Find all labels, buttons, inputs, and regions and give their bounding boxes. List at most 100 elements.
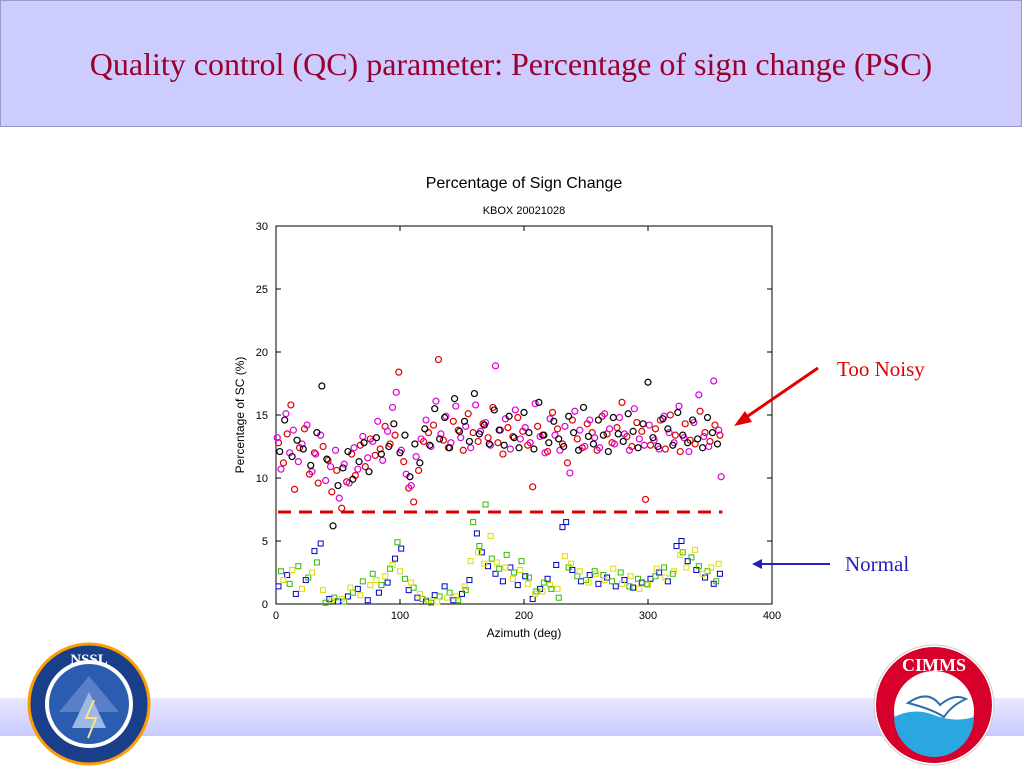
data-point bbox=[695, 391, 703, 399]
data-point bbox=[476, 543, 483, 550]
data-point bbox=[432, 397, 440, 405]
data-point bbox=[382, 573, 389, 580]
data-point bbox=[576, 568, 583, 575]
data-point bbox=[480, 421, 488, 429]
data-point bbox=[277, 465, 285, 473]
data-point bbox=[365, 468, 373, 476]
data-point bbox=[563, 519, 570, 526]
data-point bbox=[398, 545, 405, 552]
data-point bbox=[550, 417, 558, 425]
data-point bbox=[276, 447, 284, 456]
data-point bbox=[635, 435, 643, 443]
data-point bbox=[340, 460, 348, 468]
data-point bbox=[401, 431, 409, 439]
data-point bbox=[500, 441, 508, 449]
data-point bbox=[494, 439, 502, 447]
nssl-lettering: NSSL bbox=[70, 652, 108, 668]
data-point bbox=[710, 377, 718, 385]
data-point bbox=[605, 425, 614, 433]
data-point bbox=[354, 465, 362, 473]
data-point bbox=[397, 568, 403, 575]
data-point bbox=[565, 412, 573, 420]
data-point bbox=[452, 402, 460, 410]
data-point bbox=[652, 573, 659, 580]
data-point bbox=[545, 439, 553, 447]
data-point bbox=[474, 437, 482, 446]
data-point bbox=[554, 585, 561, 592]
data-point bbox=[689, 416, 697, 424]
data-point bbox=[539, 588, 546, 595]
data-point bbox=[452, 593, 459, 600]
data-point bbox=[594, 416, 603, 424]
data-point bbox=[555, 594, 562, 601]
data-point bbox=[638, 427, 646, 435]
data-point bbox=[589, 440, 598, 448]
data-point bbox=[436, 435, 444, 443]
y-tick-label: 0 bbox=[262, 599, 268, 611]
data-point bbox=[511, 406, 519, 414]
data-point bbox=[326, 463, 335, 471]
data-point bbox=[339, 464, 347, 472]
data-point bbox=[406, 473, 414, 481]
data-point bbox=[323, 455, 331, 463]
data-point bbox=[446, 444, 454, 452]
data-point bbox=[319, 442, 327, 451]
data-point bbox=[505, 412, 513, 420]
data-point bbox=[579, 403, 588, 412]
data-point bbox=[313, 429, 321, 437]
data-point bbox=[485, 440, 493, 448]
data-point bbox=[553, 561, 560, 568]
data-point bbox=[636, 585, 643, 592]
data-point bbox=[311, 548, 318, 555]
data-point bbox=[307, 461, 315, 469]
data-point bbox=[466, 577, 473, 584]
too-noisy-label: Too Noisy bbox=[837, 357, 925, 381]
data-point bbox=[417, 435, 425, 443]
data-point bbox=[328, 597, 335, 604]
data-point bbox=[529, 483, 537, 491]
data-point bbox=[344, 593, 351, 600]
data-point bbox=[462, 422, 470, 430]
data-point bbox=[470, 389, 478, 398]
data-point bbox=[459, 590, 465, 597]
data-point bbox=[502, 564, 509, 571]
data-point bbox=[411, 440, 419, 448]
data-point bbox=[273, 434, 281, 442]
data-point bbox=[421, 425, 429, 433]
data-point bbox=[396, 449, 404, 457]
data-point bbox=[459, 446, 467, 454]
data-point bbox=[442, 412, 450, 420]
data-point bbox=[429, 421, 438, 429]
data-point bbox=[464, 410, 472, 418]
data-point bbox=[318, 382, 326, 390]
data-point bbox=[525, 429, 533, 437]
y-tick-label: 15 bbox=[256, 410, 268, 422]
data-point bbox=[349, 475, 357, 483]
data-point bbox=[693, 435, 702, 443]
data-point bbox=[604, 447, 612, 456]
data-point bbox=[669, 441, 677, 449]
data-point bbox=[703, 413, 712, 422]
data-point bbox=[425, 597, 432, 604]
data-point bbox=[540, 579, 547, 586]
data-point bbox=[295, 563, 302, 570]
data-point bbox=[514, 582, 521, 589]
data-point bbox=[394, 539, 401, 546]
data-point bbox=[679, 431, 687, 439]
data-point bbox=[630, 584, 637, 591]
data-point bbox=[415, 466, 423, 475]
data-point bbox=[541, 449, 549, 457]
y-tick-label: 30 bbox=[256, 221, 268, 233]
data-point bbox=[317, 540, 324, 547]
data-point bbox=[354, 585, 361, 592]
data-point bbox=[525, 574, 532, 581]
nssl-logo: NSSL bbox=[27, 642, 151, 766]
data-point bbox=[629, 427, 637, 435]
data-point bbox=[609, 578, 616, 585]
bottom-band bbox=[0, 698, 1024, 736]
y-tick-label: 10 bbox=[256, 473, 268, 485]
data-point bbox=[654, 442, 662, 451]
data-point bbox=[708, 564, 715, 571]
data-point bbox=[706, 437, 714, 446]
data-point bbox=[283, 430, 291, 438]
